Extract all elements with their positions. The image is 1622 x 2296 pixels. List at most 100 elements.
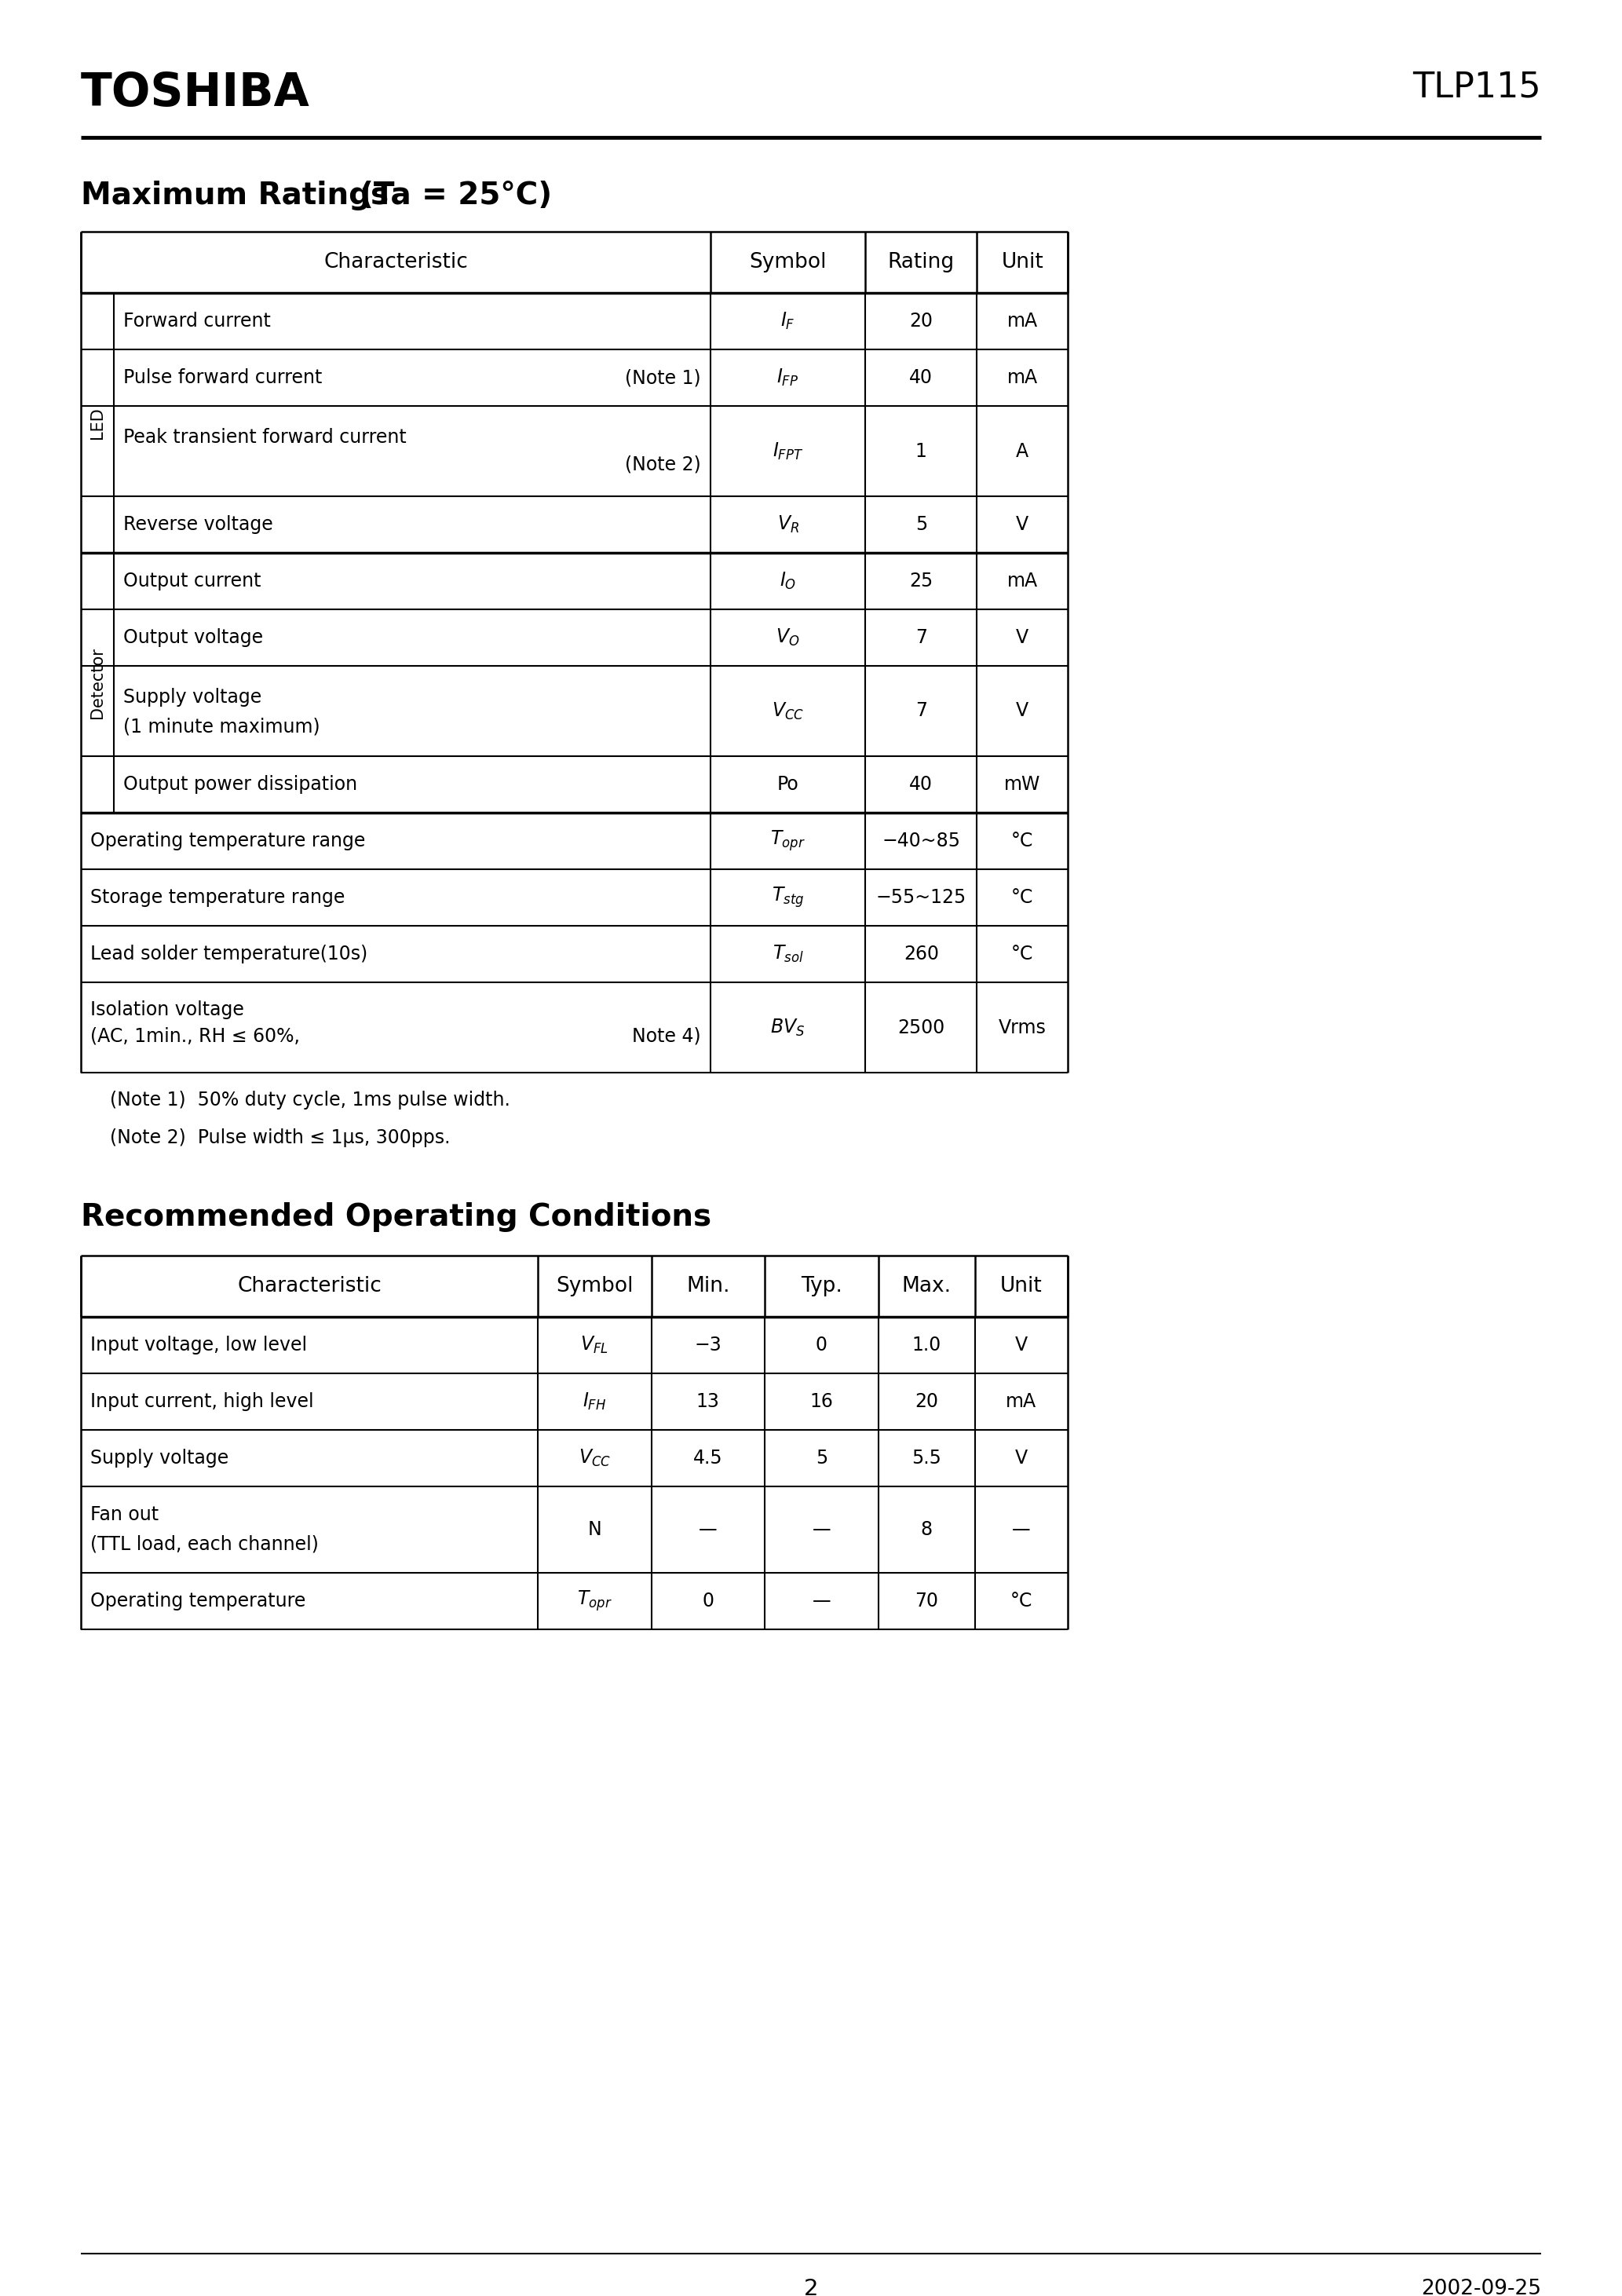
Text: Storage temperature range: Storage temperature range xyxy=(91,889,345,907)
Text: Symbol: Symbol xyxy=(749,253,827,273)
Text: Peak transient forward current: Peak transient forward current xyxy=(123,427,407,448)
Text: Typ.: Typ. xyxy=(801,1277,842,1297)
Text: Pulse forward current: Pulse forward current xyxy=(123,367,323,388)
Text: $V_R$: $V_R$ xyxy=(777,514,800,535)
Text: LED: LED xyxy=(89,406,105,439)
Text: $T_{opr}$: $T_{opr}$ xyxy=(770,829,806,854)
Text: 5.5: 5.5 xyxy=(912,1449,941,1467)
Text: 20: 20 xyxy=(910,312,933,331)
Text: Supply voltage: Supply voltage xyxy=(123,689,261,707)
Text: 2002-09-25: 2002-09-25 xyxy=(1421,2278,1541,2296)
Text: °C: °C xyxy=(1011,889,1033,907)
Text: 1.0: 1.0 xyxy=(912,1336,941,1355)
Text: $V_{FL}$: $V_{FL}$ xyxy=(581,1334,608,1355)
Text: Operating temperature: Operating temperature xyxy=(91,1591,305,1609)
Text: Unit: Unit xyxy=(1001,1277,1043,1297)
Text: °C: °C xyxy=(1011,944,1033,964)
Text: V: V xyxy=(1015,1336,1028,1355)
Text: A: A xyxy=(1015,441,1028,461)
Text: Output current: Output current xyxy=(123,572,261,590)
Text: 5: 5 xyxy=(816,1449,827,1467)
Text: −40~85: −40~85 xyxy=(882,831,960,850)
Text: 70: 70 xyxy=(915,1591,939,1609)
Text: Min.: Min. xyxy=(686,1277,730,1297)
Text: $I_{FPT}$: $I_{FPT}$ xyxy=(772,441,803,461)
Text: Output power dissipation: Output power dissipation xyxy=(123,776,357,794)
Text: 20: 20 xyxy=(915,1391,939,1412)
Text: mA: mA xyxy=(1006,1391,1036,1412)
Text: °C: °C xyxy=(1011,1591,1033,1609)
Text: (TTL load, each channel): (TTL load, each channel) xyxy=(91,1536,318,1554)
Text: −3: −3 xyxy=(694,1336,722,1355)
Text: (Note 2)  Pulse width ≤ 1μs, 300pps.: (Note 2) Pulse width ≤ 1μs, 300pps. xyxy=(110,1127,451,1148)
Text: Vrms: Vrms xyxy=(999,1017,1046,1038)
Text: $T_{opr}$: $T_{opr}$ xyxy=(577,1589,611,1614)
Text: 25: 25 xyxy=(910,572,933,590)
Text: 0: 0 xyxy=(702,1591,714,1609)
Text: Note 4): Note 4) xyxy=(633,1026,701,1047)
Text: 40: 40 xyxy=(910,776,933,794)
Text: Fan out: Fan out xyxy=(91,1506,159,1525)
Text: Supply voltage: Supply voltage xyxy=(91,1449,229,1467)
Text: (Note 2): (Note 2) xyxy=(624,455,701,473)
Text: —: — xyxy=(699,1520,717,1538)
Text: $I_O$: $I_O$ xyxy=(780,572,796,592)
Text: mA: mA xyxy=(1007,312,1038,331)
Text: 13: 13 xyxy=(696,1391,720,1412)
Text: 2500: 2500 xyxy=(897,1017,946,1038)
Text: —: — xyxy=(813,1520,830,1538)
Text: N: N xyxy=(587,1520,602,1538)
Text: TOSHIBA: TOSHIBA xyxy=(81,71,310,115)
Text: (1 minute maximum): (1 minute maximum) xyxy=(123,716,320,735)
Text: 40: 40 xyxy=(910,367,933,388)
Text: Detector: Detector xyxy=(89,647,105,719)
Text: Maximum Ratings: Maximum Ratings xyxy=(81,181,389,211)
Text: V: V xyxy=(1015,514,1028,535)
Text: Forward current: Forward current xyxy=(123,312,271,331)
Text: Output voltage: Output voltage xyxy=(123,629,263,647)
Text: 260: 260 xyxy=(903,944,939,964)
Text: $V_{CC}$: $V_{CC}$ xyxy=(772,700,805,721)
Text: Symbol: Symbol xyxy=(556,1277,633,1297)
Text: V: V xyxy=(1015,703,1028,721)
Text: Rating: Rating xyxy=(887,253,955,273)
Text: Max.: Max. xyxy=(902,1277,952,1297)
Text: $V_{CC}$: $V_{CC}$ xyxy=(579,1449,611,1469)
Text: (Ta = 25°C): (Ta = 25°C) xyxy=(360,181,551,211)
Text: 8: 8 xyxy=(921,1520,933,1538)
Text: $I_F$: $I_F$ xyxy=(780,310,795,331)
Text: $T_{sol}$: $T_{sol}$ xyxy=(772,944,803,964)
Text: °C: °C xyxy=(1011,831,1033,850)
Text: 7: 7 xyxy=(915,629,928,647)
Text: −55~125: −55~125 xyxy=(876,889,967,907)
Text: $BV_S$: $BV_S$ xyxy=(770,1017,806,1038)
Text: TLP115: TLP115 xyxy=(1413,71,1541,103)
Text: Unit: Unit xyxy=(1001,253,1043,273)
Text: (Note 1)  50% duty cycle, 1ms pulse width.: (Note 1) 50% duty cycle, 1ms pulse width… xyxy=(110,1091,511,1109)
Text: mA: mA xyxy=(1007,572,1038,590)
Text: Operating temperature range: Operating temperature range xyxy=(91,831,365,850)
Text: —: — xyxy=(1012,1520,1030,1538)
Text: Input current, high level: Input current, high level xyxy=(91,1391,313,1412)
Text: (AC, 1min., RH ≤ 60%,: (AC, 1min., RH ≤ 60%, xyxy=(91,1026,300,1047)
Text: Isolation voltage: Isolation voltage xyxy=(91,1001,243,1019)
Text: (Note 1): (Note 1) xyxy=(624,367,701,388)
Text: V: V xyxy=(1015,629,1028,647)
Text: 16: 16 xyxy=(809,1391,834,1412)
Text: $V_O$: $V_O$ xyxy=(775,627,800,647)
Text: 5: 5 xyxy=(915,514,928,535)
Text: Input voltage, low level: Input voltage, low level xyxy=(91,1336,307,1355)
Text: $T_{stg}$: $T_{stg}$ xyxy=(772,886,805,909)
Text: V: V xyxy=(1015,1449,1028,1467)
Text: $I_{FP}$: $I_{FP}$ xyxy=(777,367,800,388)
Text: Characteristic: Characteristic xyxy=(237,1277,381,1297)
Text: Recommended Operating Conditions: Recommended Operating Conditions xyxy=(81,1203,712,1233)
Text: 4.5: 4.5 xyxy=(693,1449,723,1467)
Text: mW: mW xyxy=(1004,776,1041,794)
Text: Lead solder temperature(10s): Lead solder temperature(10s) xyxy=(91,944,368,964)
Text: 7: 7 xyxy=(915,703,928,721)
Text: 2: 2 xyxy=(805,2278,817,2296)
Text: Characteristic: Characteristic xyxy=(323,253,467,273)
Text: Po: Po xyxy=(777,776,800,794)
Text: —: — xyxy=(813,1591,830,1609)
